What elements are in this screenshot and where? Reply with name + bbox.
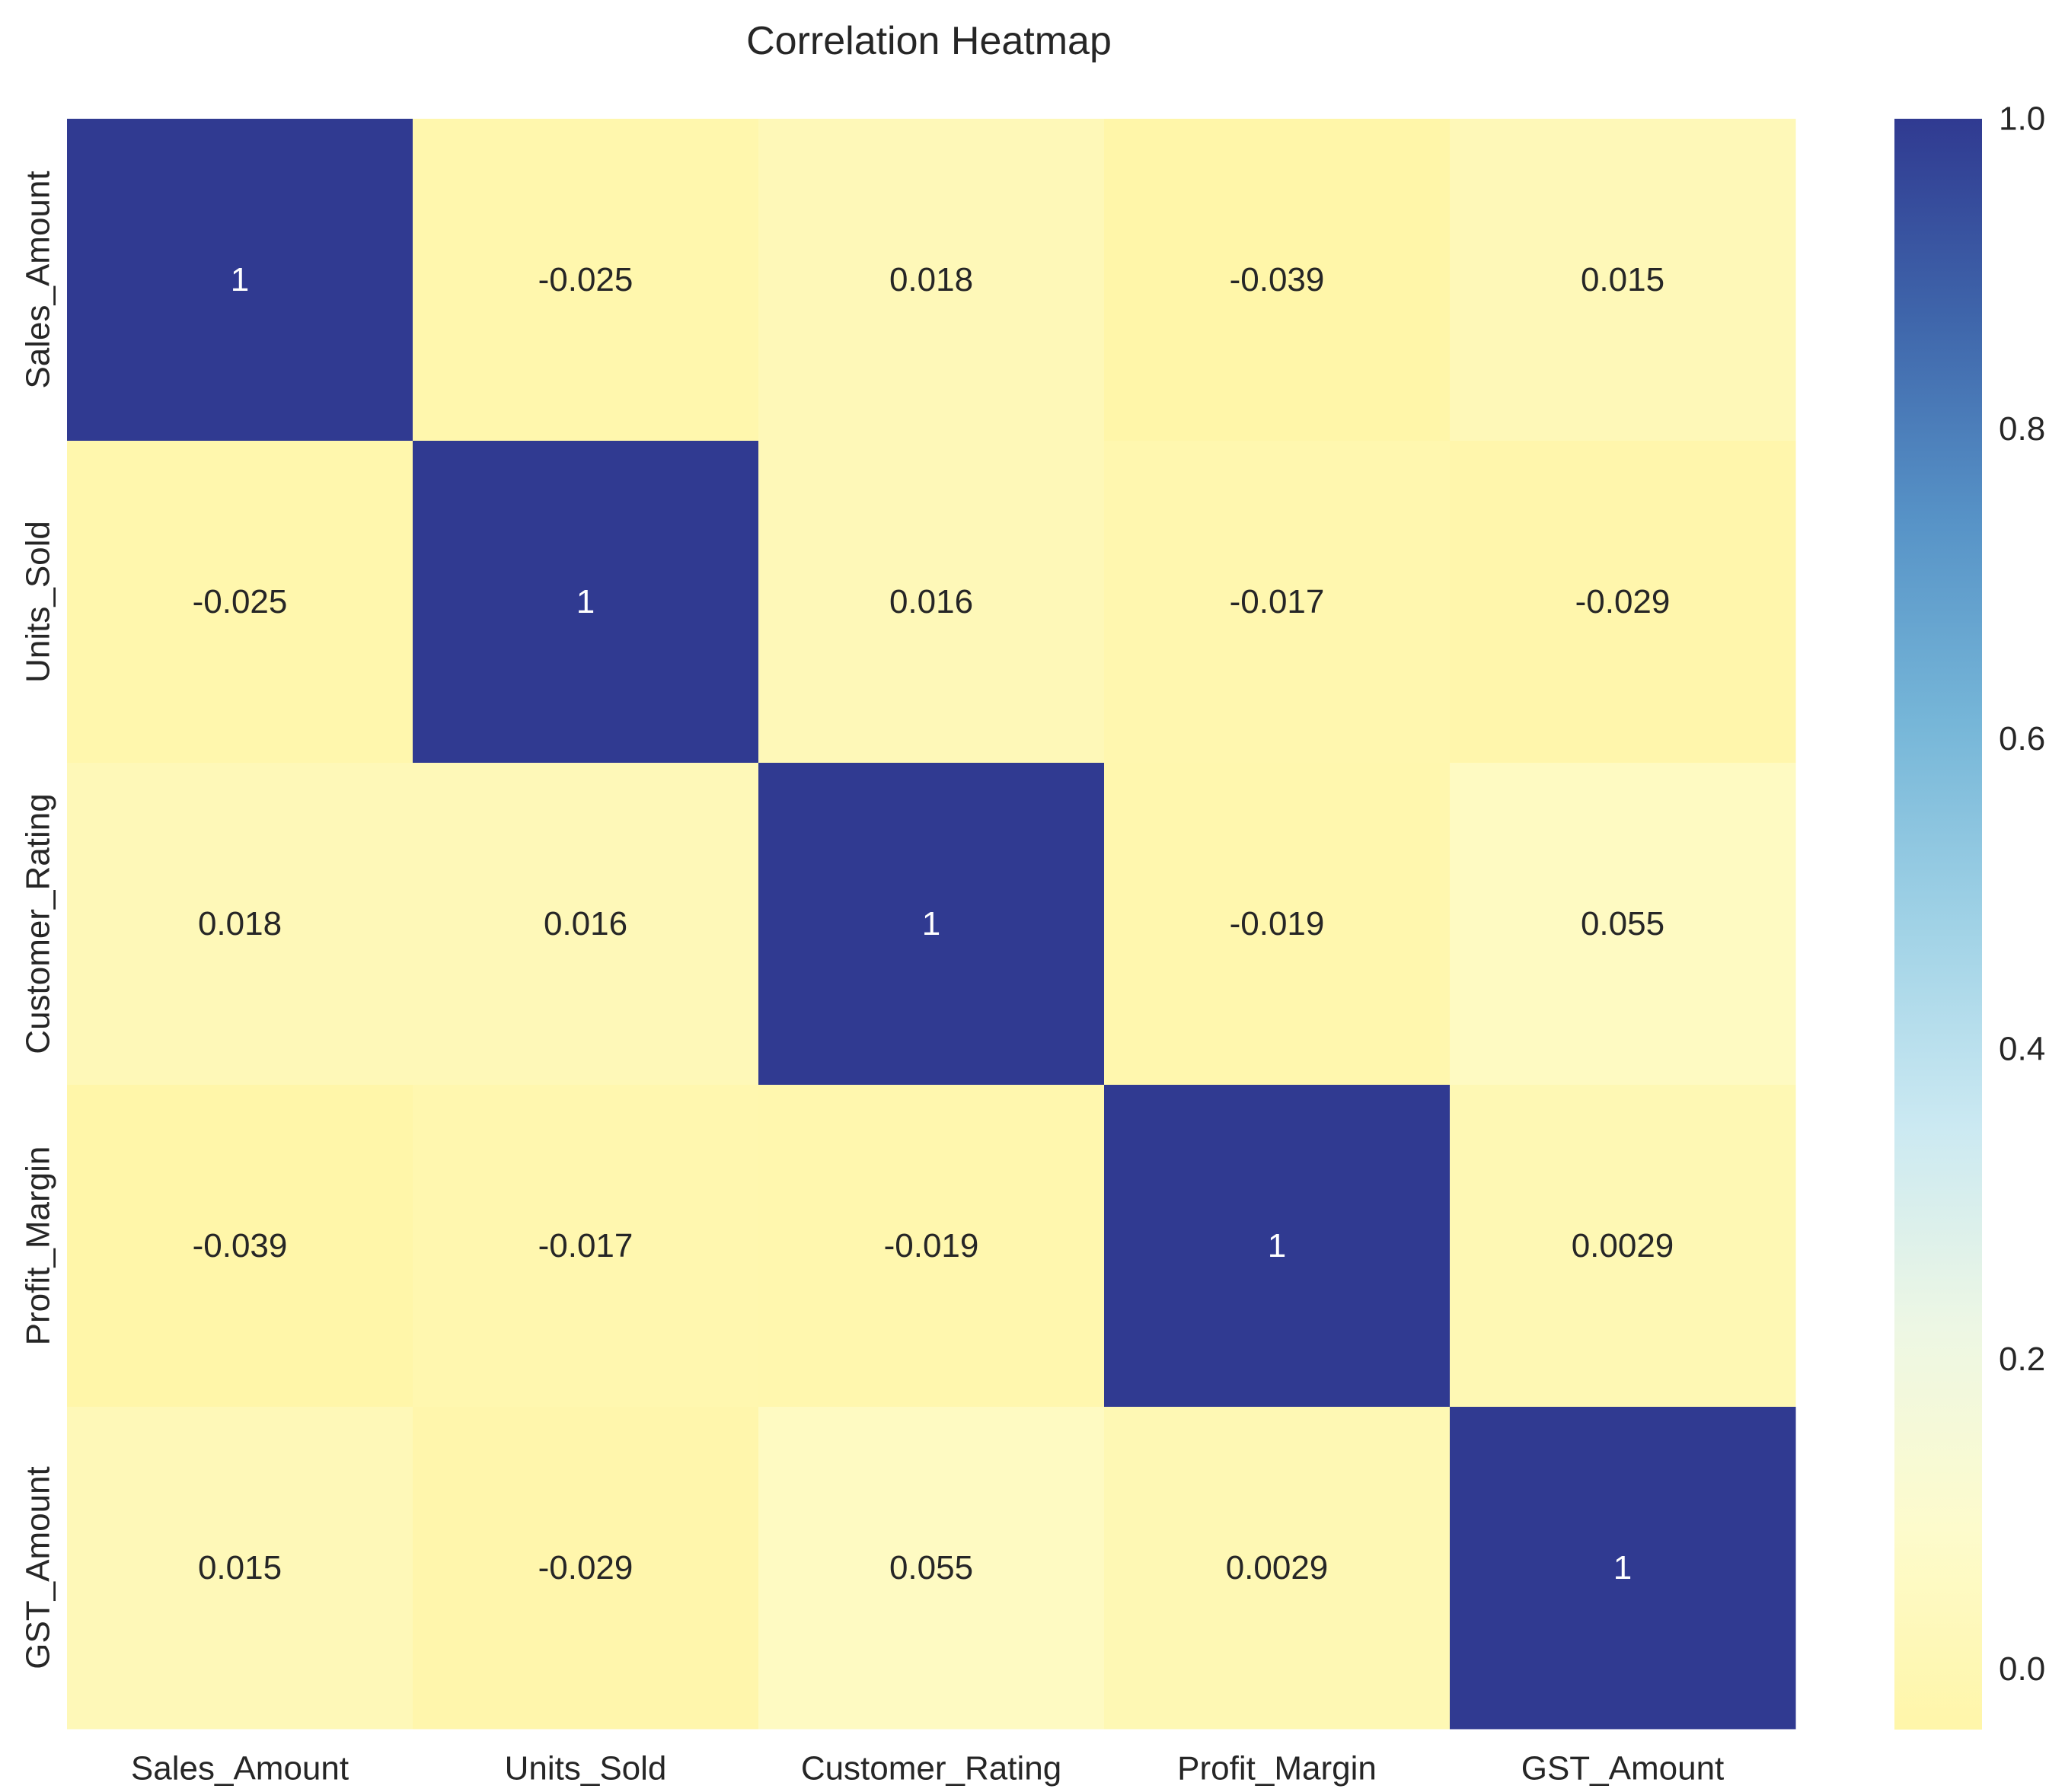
heatmap-cell (1104, 763, 1451, 1086)
heatmap-cell (1450, 441, 1796, 764)
heatmap-cell (758, 1085, 1105, 1408)
heatmap-cell (1450, 1085, 1796, 1408)
cell-annotation: 1 (231, 261, 249, 298)
cell-annotation: 1 (576, 583, 595, 620)
cell-annotation: 0.0029 (1572, 1227, 1674, 1264)
heatmap-cell (413, 441, 759, 764)
heatmap-cell (67, 1085, 413, 1408)
cell-annotation: 1 (1268, 1227, 1286, 1264)
x-tick-label: Sales_Amount (131, 1750, 349, 1787)
colorbar-tick-label: 0.8 (1999, 410, 2045, 448)
heatmap-cell (413, 119, 759, 442)
cell-annotation: 0.015 (1581, 261, 1664, 298)
cell-annotation: -0.029 (538, 1549, 634, 1586)
cell-annotation: -0.029 (1575, 583, 1671, 620)
cell-annotation: -0.025 (538, 261, 634, 298)
cell-annotation: -0.025 (193, 583, 288, 620)
heatmap-cell (67, 1407, 413, 1730)
heatmap-cells (67, 119, 1796, 1730)
heatmap-cell (1104, 1085, 1451, 1408)
cell-annotation: 0.055 (1581, 905, 1664, 942)
cell-annotation: 0.0029 (1226, 1549, 1329, 1586)
colorbar (1894, 119, 1982, 1730)
cell-annotation: 0.018 (198, 905, 282, 942)
x-axis-tick-labels: Sales_Amount Units_Sold Customer_Rating Pro… (131, 1750, 1724, 1787)
cell-annotation: -0.019 (1230, 905, 1325, 942)
cell-annotation: 1 (1613, 1549, 1632, 1586)
chart-title: Correlation Heatmap (746, 19, 1112, 63)
x-tick-label: Profit_Margin (1177, 1750, 1377, 1787)
cell-annotation: -0.019 (884, 1227, 979, 1264)
x-tick-label: Customer_Rating (801, 1750, 1061, 1787)
y-tick-label: Units_Sold (20, 521, 57, 683)
cell-annotation: 0.018 (889, 261, 973, 298)
heatmap-cell (413, 1085, 759, 1408)
heatmap-cell (413, 763, 759, 1086)
heatmap-cell (67, 119, 413, 442)
cell-annotation: 0.016 (889, 583, 973, 620)
x-tick-label: GST_Amount (1521, 1750, 1725, 1787)
y-tick-label: Sales_Amount (20, 171, 57, 388)
heatmap-cell (1104, 119, 1451, 442)
colorbar-tick-label: 0.2 (1999, 1341, 2045, 1378)
heatmap-cell (1450, 1407, 1796, 1730)
cell-annotation: 0.015 (198, 1549, 282, 1586)
y-tick-label: Profit_Margin (20, 1146, 57, 1346)
y-tick-label: Customer_Rating (20, 793, 57, 1054)
cell-annotation: -0.017 (1230, 583, 1325, 620)
cell-annotation: 1 (922, 905, 940, 942)
heatmap-cell (1450, 119, 1796, 442)
heatmap-cell (1104, 441, 1451, 764)
heatmap-cell (758, 763, 1105, 1086)
colorbar-tick-label: 0.4 (1999, 1030, 2045, 1067)
y-axis-tick-labels: Sales_Amount Units_Sold Customer_Rating Pro… (20, 171, 57, 1669)
heatmap-cell (413, 1407, 759, 1730)
cell-annotation: -0.017 (538, 1227, 634, 1264)
heatmap-cell (758, 441, 1105, 764)
colorbar-tick-label: 0.0 (1999, 1650, 2045, 1688)
colorbar-tick-labels: 0.0 0.2 0.4 0.6 0.8 1.0 (1999, 100, 2045, 1688)
cell-annotation: -0.039 (193, 1227, 288, 1264)
cell-annotation: -0.039 (1230, 261, 1325, 298)
colorbar-tick-label: 0.6 (1999, 720, 2045, 757)
heatmap-cell (758, 119, 1105, 442)
heatmap-cell (758, 1407, 1105, 1730)
colorbar-tick-label: 1.0 (1999, 100, 2045, 138)
heatmap-cell (1104, 1407, 1451, 1730)
heatmap-cell (67, 441, 413, 764)
heatmap-cell (1450, 763, 1796, 1086)
x-tick-label: Units_Sold (505, 1750, 667, 1787)
cell-annotation: 0.016 (544, 905, 627, 942)
heatmap-annotations: 1 -0.025 0.018 -0.039 0.015 -0.025 1 0.016 -0.01… (193, 261, 1674, 1586)
y-tick-label: GST_Amount (20, 1466, 57, 1669)
cell-annotation: 0.055 (889, 1549, 973, 1586)
heatmap-cell (67, 763, 413, 1086)
